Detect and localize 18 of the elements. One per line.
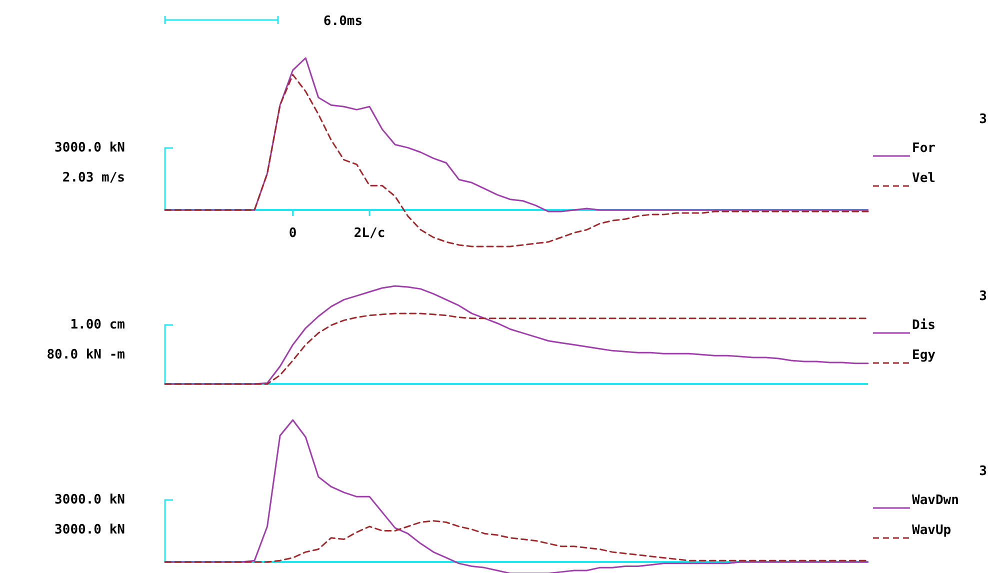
legend-label: Vel [912,171,936,186]
text: 3 [979,112,987,127]
text: 3000.0 kN [54,522,126,538]
legend-label: Dis [912,318,936,333]
text: 3 [979,464,987,479]
text: 2.03 m/s [62,170,125,186]
x-tick-label: 2L/c [354,226,386,241]
legend-label: For [912,141,936,156]
text: 1.00 cm [70,318,126,333]
text: 3000.0 kN [54,492,126,508]
x-tick-label: 0 [288,226,297,241]
legend-label: WavDwn [912,493,959,508]
text: 6.0ms [323,14,363,29]
text: 3000.0 kN [54,140,126,156]
legend-label: Egy [912,348,936,363]
text: 3 [979,289,987,304]
legend-label: WavUp [912,523,952,538]
text: 80.0 kN -m [46,348,126,363]
